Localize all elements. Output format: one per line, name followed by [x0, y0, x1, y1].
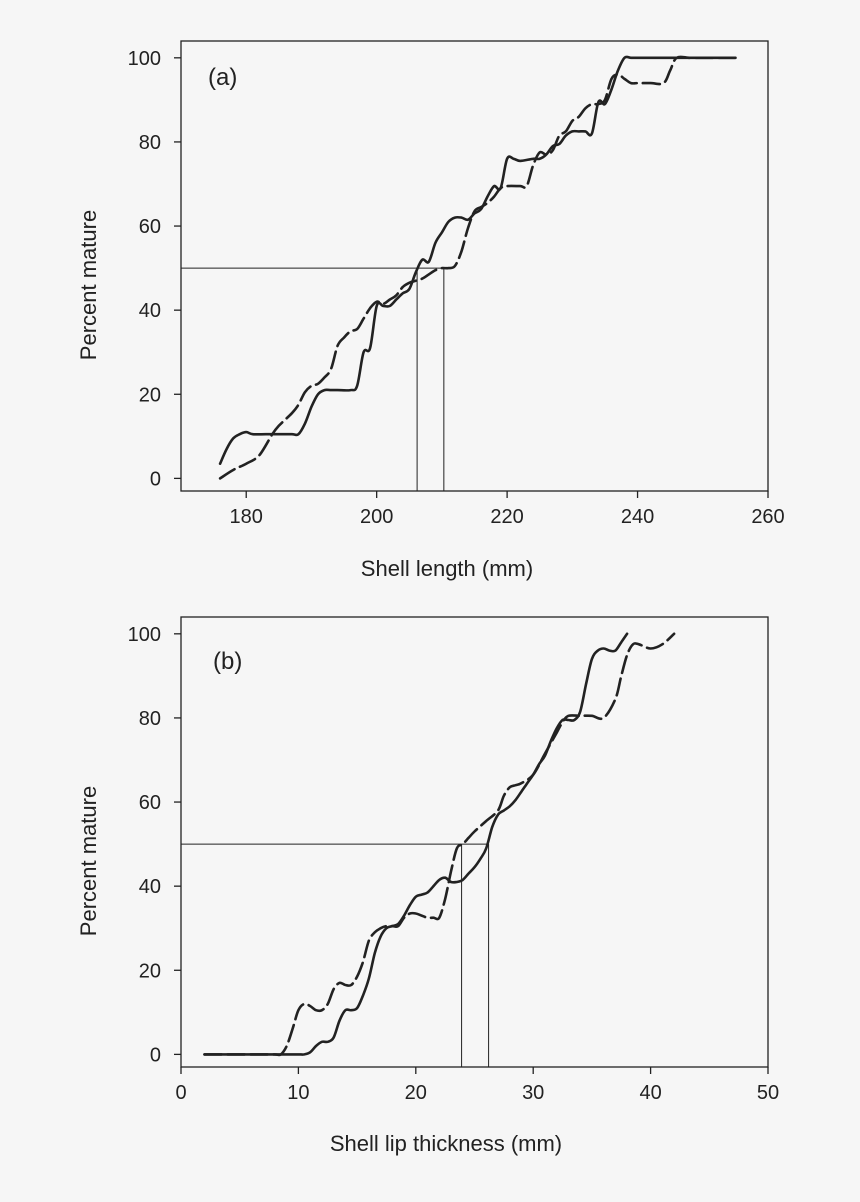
- y-tick-label: 20: [139, 960, 161, 982]
- y-tick-label: 20: [139, 384, 161, 406]
- y-tick-label: 40: [139, 876, 161, 898]
- y-axis-title: Percent mature: [76, 210, 101, 360]
- axis-ticks: 0 10 20 30 40 50 0 20 40 60 80 100: [128, 624, 780, 1104]
- y-tick-label: 80: [139, 708, 161, 730]
- axis-ticks: 180 200 220 240 260 0 20 40 60 80 100: [128, 48, 785, 528]
- panel-b: (b) Shell lip thickness (mm) Percent mat…: [76, 616, 780, 1156]
- panel-label: (a): [208, 64, 237, 91]
- y-tick-label: 40: [139, 300, 161, 322]
- x-axis-title: Shell length (mm): [361, 556, 533, 581]
- plot-area-frame: [180, 40, 769, 492]
- x-tick-label: 200: [360, 506, 393, 528]
- panel-label: (b): [213, 648, 242, 675]
- series-line-dashed: [203, 632, 676, 1057]
- y-tick-label: 0: [150, 1044, 161, 1066]
- y-tick-label: 100: [128, 48, 161, 70]
- x-tick-label: 40: [639, 1082, 661, 1104]
- x-tick-label: 20: [405, 1082, 427, 1104]
- y-tick-label: 0: [150, 468, 161, 490]
- x-tick-label: 260: [751, 506, 784, 528]
- y-tick-label: 80: [139, 132, 161, 154]
- series-line-solid: [218, 55, 737, 465]
- x-axis-title: Shell lip thickness (mm): [330, 1131, 562, 1156]
- y-tick-label: 100: [128, 624, 161, 646]
- y-tick-label: 60: [139, 792, 161, 814]
- x-tick-label: 0: [175, 1082, 186, 1104]
- x-tick-label: 180: [230, 506, 263, 528]
- reference-lines: [181, 267, 445, 491]
- series-line-dashed: [218, 55, 737, 480]
- y-axis-title: Percent mature: [76, 786, 101, 936]
- x-tick-label: 240: [621, 506, 654, 528]
- x-tick-label: 50: [757, 1082, 779, 1104]
- plot-area-frame: [180, 616, 769, 1068]
- x-tick-label: 220: [490, 506, 523, 528]
- x-tick-label: 10: [287, 1082, 309, 1104]
- y-tick-label: 60: [139, 216, 161, 238]
- panel-a: (a) Shell length (mm) Percent mature 180…: [76, 40, 785, 581]
- series-layer: [218, 55, 737, 480]
- x-tick-label: 30: [522, 1082, 544, 1104]
- series-layer: [203, 632, 676, 1057]
